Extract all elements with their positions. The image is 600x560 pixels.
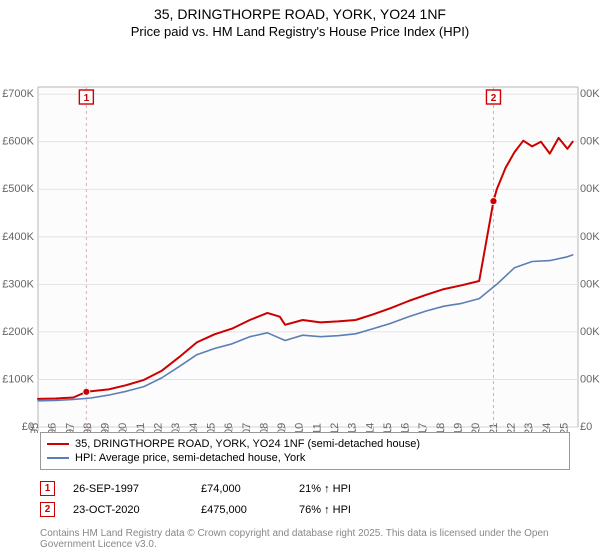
y-tick-label-right: 00K <box>580 278 600 290</box>
y-tick-label-right: 00K <box>580 373 600 385</box>
svg-text:1: 1 <box>84 93 90 104</box>
attribution-text: Contains HM Land Registry data © Crown c… <box>40 528 600 550</box>
marker-label-1: 1 <box>79 90 93 104</box>
y-tick-label: £200K <box>2 326 34 338</box>
y-tick-label: £500K <box>2 183 34 195</box>
y-tick-label-right: 00K <box>580 88 600 100</box>
transaction-pct: 76% ↑ HPI <box>299 504 389 516</box>
transaction-date: 23-OCT-2020 <box>73 504 183 516</box>
svg-text:2: 2 <box>491 93 497 104</box>
y-tick-label-right: 00K <box>580 231 600 243</box>
transaction-table: 1 26-SEP-1997 £74,000 21% ↑ HPI 2 23-OCT-2020… <box>40 478 570 520</box>
transaction-marker-1: 1 <box>40 481 55 496</box>
marker-label-2: 2 <box>486 90 500 104</box>
legend: 35, DRINGTHORPE ROAD, YORK, YO24 1NF (se… <box>40 432 570 470</box>
chart-container: 35, DRINGTHORPE ROAD, YORK, YO24 1NF Pri… <box>0 0 600 560</box>
y-tick-label: £300K <box>2 278 34 290</box>
chart-title-line1: 35, DRINGTHORPE ROAD, YORK, YO24 1NF <box>0 0 600 22</box>
transaction-marker-2: 2 <box>40 502 55 517</box>
marker-point-1 <box>83 388 90 395</box>
legend-label: 35, DRINGTHORPE ROAD, YORK, YO24 1NF (se… <box>75 438 420 450</box>
y-tick-label-right: £0 <box>580 421 592 433</box>
y-tick-label: £400K <box>2 231 34 243</box>
y-tick-label: £600K <box>2 136 34 148</box>
legend-label: HPI: Average price, semi-detached house,… <box>75 452 305 464</box>
legend-item: 35, DRINGTHORPE ROAD, YORK, YO24 1NF (se… <box>47 437 563 451</box>
chart-plot: £0£0£100K00K£200K00K£300K00K£400K00K£500… <box>0 43 600 433</box>
y-tick-label-right: 00K <box>580 183 600 195</box>
transaction-row: 1 26-SEP-1997 £74,000 21% ↑ HPI <box>40 478 570 499</box>
transaction-row: 2 23-OCT-2020 £475,000 76% ↑ HPI <box>40 499 570 520</box>
y-tick-label-right: 00K <box>580 326 600 338</box>
transaction-price: £74,000 <box>201 483 281 495</box>
y-tick-label: £700K <box>2 88 34 100</box>
transaction-date: 26-SEP-1997 <box>73 483 183 495</box>
marker-point-2 <box>490 198 497 205</box>
legend-swatch <box>47 457 69 459</box>
y-tick-label: £100K <box>2 373 34 385</box>
y-tick-label-right: 00K <box>580 136 600 148</box>
chart-title-line2: Price paid vs. HM Land Registry's House … <box>0 22 600 43</box>
transaction-pct: 21% ↑ HPI <box>299 483 389 495</box>
legend-swatch <box>47 443 69 445</box>
transaction-price: £475,000 <box>201 504 281 516</box>
legend-item: HPI: Average price, semi-detached house,… <box>47 451 563 465</box>
